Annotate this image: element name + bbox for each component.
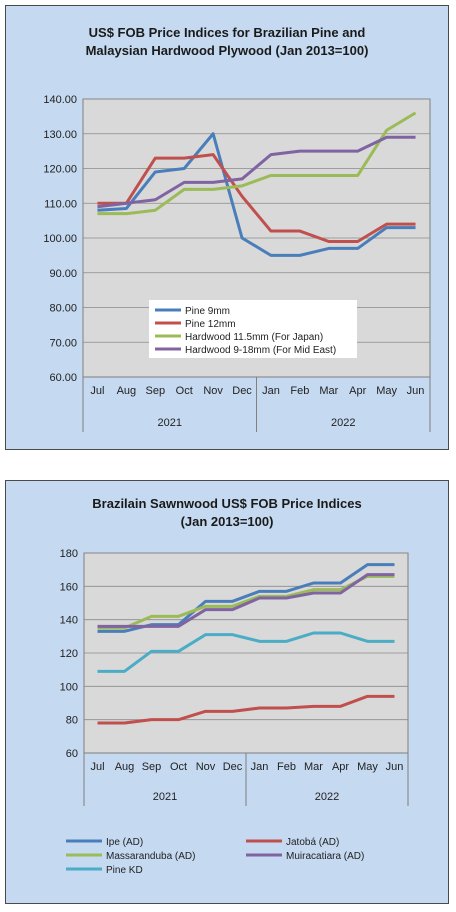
x-tick-label: Aug: [117, 385, 137, 397]
y-tick-label: 140.00: [43, 94, 77, 106]
y-tick-label: 100: [60, 681, 78, 693]
sawnwood-chart: 60 80 100 120 140 160 180 Jul Aug Sep Oct Nov Dec Jan…: [60, 548, 409, 876]
x-tick-label: Feb: [290, 385, 309, 397]
series-line-3: [97, 111, 417, 216]
x-tick-label: Apr: [332, 761, 349, 773]
y-tick-label: 60: [66, 748, 78, 760]
plywood-title-line2: Malaysian Hardwood Plywood (Jan 2013=100…: [85, 43, 369, 58]
legend-label: Jatobá (AD): [286, 837, 339, 848]
sawnwood-title-line1: Brazilain Sawnwood US$ FOB Price Indices: [92, 496, 362, 511]
legend-label: Pine KD: [106, 865, 143, 876]
series-line-2: [97, 153, 416, 243]
legend-label: Pine 9mm: [185, 306, 230, 317]
series-line-5: [97, 631, 395, 673]
x-tick-label: May: [376, 385, 397, 397]
year-label: 2021: [153, 791, 177, 803]
x-tick-label: Jun: [407, 385, 425, 397]
y-tick-label: 90.00: [49, 268, 77, 280]
year-label: 2022: [331, 417, 355, 429]
plywood-chart-title: US$ FOB Price Indices for Brazilian Pine…: [6, 24, 448, 60]
x-tick-label: Nov: [196, 761, 216, 773]
y-tick-label: 80: [66, 715, 78, 727]
legend-label: Ipe (AD): [106, 837, 143, 848]
x-tick-label: Mar: [304, 761, 323, 773]
sawnwood-title-line2: (Jan 2013=100): [180, 514, 274, 529]
y-tick-label: 80.00: [49, 303, 77, 315]
x-tick-label: Jul: [90, 761, 104, 773]
y-tick-label: 140: [60, 615, 78, 627]
x-tick-label: Dec: [223, 761, 243, 773]
plywood-chart: 60.00 70.00 80.00 90.00 100.00 110.00 120.00 13…: [43, 94, 431, 432]
x-tick-label: Dec: [232, 385, 252, 397]
y-tick-label: 100.00: [43, 233, 77, 245]
x-tick-label: Nov: [203, 385, 223, 397]
year-label: 2021: [158, 417, 182, 429]
x-tick-label: May: [357, 761, 378, 773]
series-line-3: [97, 574, 395, 630]
year-label: 2022: [315, 791, 339, 803]
x-tick-label: Jan: [251, 761, 269, 773]
series-line-4: [97, 135, 416, 209]
sawnwood-chart-panel: Brazilain Sawnwood US$ FOB Price Indices…: [5, 480, 449, 904]
legend-label: Hardwood 11.5mm (For Japan): [185, 332, 323, 343]
y-tick-label: 180: [60, 548, 78, 560]
y-tick-label: 70.00: [49, 337, 77, 349]
plywood-chart-panel: US$ FOB Price Indices for Brazilian Pine…: [5, 5, 449, 450]
legend-label: Pine 12mm: [185, 319, 236, 330]
y-tick-label: 130.00: [43, 129, 77, 141]
x-tick-label: Sep: [146, 385, 166, 397]
x-tick-label: Mar: [319, 385, 338, 397]
legend-label: Muiracatiara (AD): [286, 851, 364, 862]
legend-label: Hardwood 9-18mm (For Mid East): [185, 345, 336, 356]
x-tick-label: Oct: [176, 385, 193, 397]
x-tick-label: Jul: [90, 385, 104, 397]
legend-box: [149, 300, 357, 358]
y-tick-label: 160: [60, 581, 78, 593]
series-line-2: [97, 694, 395, 725]
x-tick-label: Jun: [386, 761, 404, 773]
x-tick-label: Jan: [262, 385, 280, 397]
y-tick-label: 120: [60, 648, 78, 660]
series-line-4: [97, 573, 395, 628]
x-tick-label: Oct: [170, 761, 187, 773]
legend-label: Massaranduba (AD): [106, 851, 195, 862]
sawnwood-chart-title: Brazilain Sawnwood US$ FOB Price Indices…: [6, 495, 448, 531]
x-tick-label: Sep: [142, 761, 162, 773]
y-tick-label: 120.00: [43, 164, 77, 176]
y-tick-label: 110.00: [44, 198, 77, 210]
y-tick-label: 60.00: [49, 372, 77, 384]
x-tick-label: Aug: [115, 761, 135, 773]
x-tick-label: Apr: [349, 385, 366, 397]
series-line-1: [97, 132, 416, 257]
x-tick-label: Feb: [277, 761, 296, 773]
plywood-title-line1: US$ FOB Price Indices for Brazilian Pine…: [88, 25, 366, 40]
